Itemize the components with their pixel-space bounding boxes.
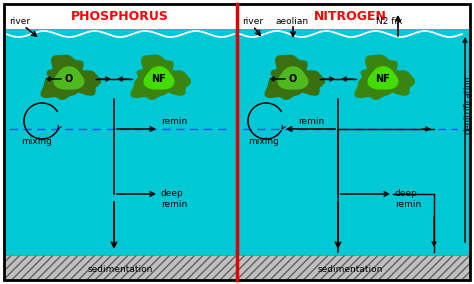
Text: deep
remin: deep remin: [161, 189, 187, 209]
Polygon shape: [144, 67, 174, 89]
Text: mixing: mixing: [248, 137, 280, 146]
Text: remin: remin: [298, 117, 324, 126]
Text: sedimentation: sedimentation: [317, 264, 383, 273]
Polygon shape: [54, 67, 84, 89]
Text: O: O: [289, 74, 297, 84]
Text: N2 fix: N2 fix: [376, 18, 402, 26]
Bar: [4, 255, 236, 280]
Bar: [238, 29, 470, 255]
Text: mixing: mixing: [21, 137, 53, 146]
Polygon shape: [131, 55, 191, 99]
Bar: [238, 255, 470, 280]
Text: NF: NF: [152, 74, 166, 84]
Polygon shape: [368, 67, 398, 89]
Bar: [238, 255, 470, 280]
Text: PHOSPHORUS: PHOSPHORUS: [71, 11, 169, 24]
Text: river: river: [9, 18, 30, 26]
Bar: [4, 4, 470, 29]
Text: remin: remin: [161, 117, 187, 126]
Text: O: O: [65, 74, 73, 84]
Polygon shape: [355, 55, 414, 99]
Text: NITROGEN: NITROGEN: [314, 11, 386, 24]
Text: denitrification: denitrification: [464, 75, 473, 134]
Polygon shape: [278, 67, 308, 89]
Bar: [4, 255, 236, 280]
Polygon shape: [41, 55, 100, 99]
Text: sedimentation: sedimentation: [87, 264, 153, 273]
Text: river: river: [242, 18, 263, 26]
Polygon shape: [265, 55, 324, 99]
Text: deep
remin: deep remin: [395, 189, 421, 209]
Text: aeolian: aeolian: [276, 18, 309, 26]
Text: NF: NF: [375, 74, 391, 84]
Bar: [4, 29, 236, 255]
